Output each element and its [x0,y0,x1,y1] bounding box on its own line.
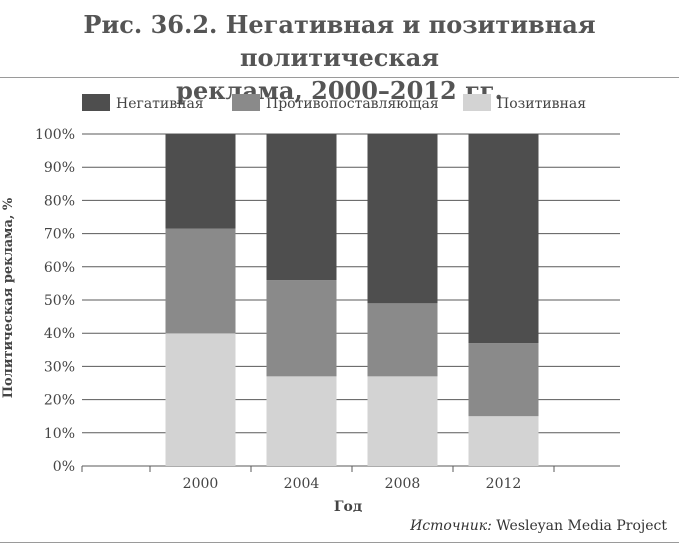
legend-label: Позитивная [497,96,586,112]
bar-segment [367,303,438,377]
y-tick-label: 30% [44,359,75,375]
bar-segment [165,333,236,466]
x-tick-label: 2000 [183,476,219,492]
y-tick-label: 70% [44,227,75,243]
x-tick-label: 2008 [385,476,421,492]
bar-segment [468,134,539,344]
bar-segment [266,376,337,466]
y-tick-label: 20% [44,393,75,409]
source-label: Источник: [410,518,492,534]
bar-segment [367,376,438,466]
chart-title: Рис. 36.2. Негативная и позитивная полит… [0,8,679,107]
x-axis-label: Год [334,499,362,512]
bar-segment [367,134,438,304]
y-tick-label: 90% [44,160,75,176]
bar-segment [266,280,337,377]
x-tick-label: 2004 [284,476,320,492]
bar-segment [165,134,236,229]
y-tick-label: 60% [44,260,75,276]
title-divider [0,77,679,78]
y-tick-label: 0% [53,459,75,475]
bar-segment [165,228,236,334]
bar-segment [266,134,337,281]
y-tick-label: 80% [44,193,75,209]
bar-segment [468,343,539,417]
legend-label: Противопоставляющая [266,96,439,112]
y-axis-label: Политическая реклама, % [1,197,16,398]
y-tick-label: 100% [35,127,75,143]
legend-swatch [463,94,491,111]
bar-segment [468,416,539,466]
x-tick-label: 2012 [486,476,522,492]
legend-swatch [232,94,260,111]
y-tick-label: 40% [44,326,75,342]
y-tick-label: 50% [44,293,75,309]
source-note: Источник: Wesleyan Media Project [410,518,667,534]
legend-swatch [82,94,110,111]
stacked-bar-chart: 0% 10% 20% 30% 40% 50% 60% 70% 80% 90% 100% 2000 200… [1,94,620,512]
y-tick-label: 10% [44,426,75,442]
chart-title-line-1: Рис. 36.2. Негативная и позитивная полит… [83,10,596,72]
source-text: Wesleyan Media Project [496,518,667,534]
chart-title-line-2: реклама, 2000–2012 гг. [176,76,503,105]
legend-label: Негативная [116,96,204,112]
bottom-divider [0,542,679,543]
